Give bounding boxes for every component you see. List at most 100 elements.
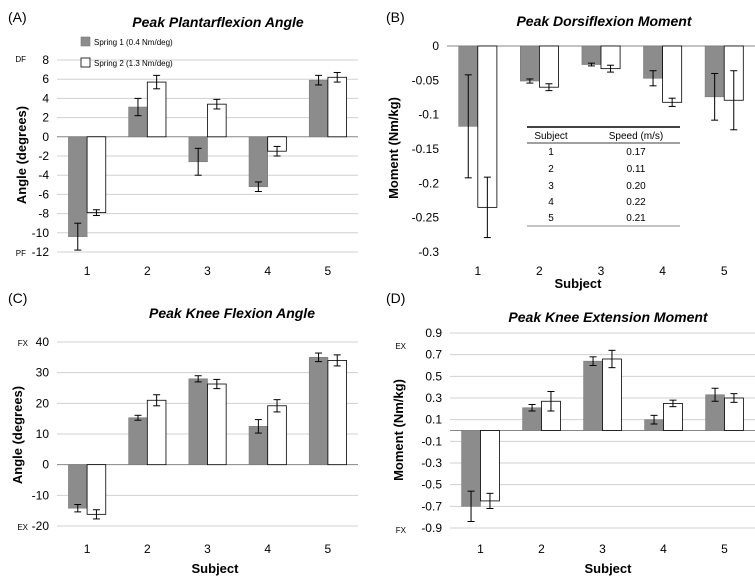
table-cell-speed: 0.17 [626, 147, 646, 158]
panel-a-bar-s1-subject-5 [308, 79, 329, 138]
panel-c-y-axis-label: Angle (degrees) [10, 386, 25, 484]
panel-c-bar-s2-subject-1 [86, 464, 107, 515]
panel-b-x-tick-label: 4 [659, 264, 666, 278]
table-cell-subject: 3 [548, 181, 554, 192]
panel-d-bar-s2-subject-3 [602, 358, 622, 431]
speed-table: Subject Speed (m/s) 1 0.17 2 0.11 3 0.20… [527, 126, 680, 227]
panel-d-y-tick-label: 0.9 [425, 326, 442, 340]
panel-a-bar-s1-subject-1 [68, 136, 88, 237]
panel-a-y-tick-label: 6 [42, 72, 49, 86]
panel-d-ex-label: EX [395, 342, 406, 351]
panel-b-y-tick-label: -0.05 [412, 73, 440, 87]
panel-c-x-tick-label: 2 [144, 542, 151, 556]
panel-b-y-tick-label: -0.2 [418, 176, 439, 190]
panel-b: (B) Peak Dorsiflexion Moment Moment (Nm/… [386, 9, 755, 291]
panel-b-bar-s1-subject-3 [581, 45, 602, 65]
panel-d-y-tick-label: -0.9 [421, 521, 442, 535]
panel-d: (D) Peak Knee Extension Moment Moment (N… [386, 290, 755, 576]
panel-b-title: Peak Dorsiflexion Moment [516, 13, 692, 29]
panel-c-y-tick-label: 40 [36, 335, 50, 349]
panel-c-title: Peak Knee Flexion Angle [149, 305, 315, 321]
panel-a-legend: Spring 1 (0.4 Nm/deg) Spring 2 (1.3 Nm/d… [80, 36, 173, 68]
legend-label-spring-2: Spring 2 (1.3 Nm/deg) [94, 59, 173, 68]
panel-a-y-tick-label: -12 [32, 245, 50, 259]
panel-d-y-tick-label: 0.3 [425, 391, 442, 405]
panel-a-x-tick-label: 2 [144, 264, 151, 278]
panel-b-y-tick-label: -0.25 [412, 211, 440, 225]
panel-b-x-axis-label: Subject [555, 276, 603, 291]
panel-c-bar-s1-subject-3 [188, 378, 208, 465]
panel-a-y-tick-label: 4 [42, 91, 49, 105]
table-cell-speed: 0.21 [626, 213, 646, 224]
panel-d-bar-s2-subject-5 [724, 397, 744, 431]
table-cell-subject: 1 [548, 147, 554, 158]
panel-a-letter: (A) [8, 9, 27, 25]
panel-b-x-tick-label: 1 [474, 264, 481, 278]
panel-d-title: Peak Knee Extension Moment [508, 309, 709, 325]
panel-c-plot: 40 30 20 10 0 -10 -20 1 2 3 4 5 [32, 335, 358, 556]
panel-c-y-tick-label: 30 [36, 366, 50, 380]
panel-a-y-tick-label: 0 [42, 130, 49, 144]
panel-b-plot: 0 -0.05 -0.1 -0.15 -0.2 -0.25 -0.3 1 2 3 4 5 [412, 39, 755, 278]
table-row: 4 0.22 [548, 197, 646, 208]
panel-b-y-axis-label: Moment (Nm/kg) [386, 97, 401, 199]
panel-c-y-tick-label: 10 [36, 427, 50, 441]
panel-c: (C) Peak Knee Flexion Angle Angle (degre… [8, 290, 358, 576]
panel-a-pf-label: PF [16, 249, 26, 258]
panel-d-y-tick-label: -0.5 [421, 478, 442, 492]
panel-a-bar-s2-subject-5 [327, 76, 347, 138]
panel-c-bar-s2-subject-2 [146, 399, 167, 466]
panel-c-fx-label: FX [18, 339, 29, 348]
legend-label-spring-1: Spring 1 (0.4 Nm/deg) [94, 38, 173, 47]
panel-d-y-tick-label: 0.1 [425, 413, 442, 427]
panel-b-x-tick-label: 5 [721, 264, 728, 278]
table-cell-subject: 4 [548, 197, 554, 208]
panel-b-y-tick-label: 0 [432, 39, 439, 53]
table-row: 1 0.17 [548, 147, 646, 158]
panel-a-y-tick-label: 2 [42, 111, 49, 125]
table-row: 2 0.11 [548, 164, 646, 175]
panel-c-x-axis-label: Subject [192, 561, 240, 576]
panel-a-bar-s2-subject-2 [146, 81, 167, 138]
table-row: 5 0.21 [548, 213, 646, 224]
panel-a-y-tick-label: 8 [42, 53, 49, 67]
panel-d-x-tick-label: 3 [599, 542, 606, 556]
panel-a-bar-s2-subject-1 [86, 136, 107, 214]
panel-a-plot: 8 6 4 2 0 -2 -4 -6 -8 -10 -12 1 2 3 4 5 [32, 53, 358, 278]
panel-d-bar-s2-subject-1 [480, 430, 500, 502]
table-cell-speed: 0.22 [626, 197, 646, 208]
panel-a: (A) Peak Plantarflexion Angle Angle (deg… [8, 9, 358, 278]
panel-c-bar-s1-subject-2 [128, 417, 148, 465]
panel-b-bar-s2-subject-4 [662, 45, 683, 103]
panel-a-x-tick-label: 4 [264, 264, 271, 278]
panel-a-y-tick-label: -10 [32, 226, 50, 240]
panel-b-letter: (B) [386, 9, 405, 25]
panel-a-y-tick-label: -4 [38, 168, 49, 182]
panel-d-fx-label: FX [396, 526, 407, 535]
panel-d-y-tick-label: -0.3 [421, 456, 442, 470]
panel-d-x-tick-label: 5 [721, 542, 728, 556]
panel-b-y-tick-label: -0.15 [412, 142, 440, 156]
panel-c-bar-s2-subject-3 [207, 383, 227, 466]
panel-b-bar-s2-subject-2 [539, 45, 559, 88]
panel-a-x-tick-label: 3 [204, 264, 211, 278]
table-header-subject: Subject [534, 131, 568, 142]
panel-a-y-tick-label: -8 [38, 207, 49, 221]
panel-c-letter: (C) [8, 290, 27, 306]
panel-b-x-tick-label: 2 [536, 264, 543, 278]
panel-c-ex-label: EX [17, 523, 28, 532]
panel-a-y-tick-label: -6 [38, 187, 49, 201]
panel-a-x-tick-label: 1 [84, 264, 91, 278]
panel-b-x-tick-label: 3 [598, 264, 605, 278]
legend-swatch-spring-1 [80, 36, 91, 47]
panel-d-x-axis-label: Subject [585, 561, 633, 576]
panel-a-title: Peak Plantarflexion Angle [132, 14, 304, 30]
panel-d-x-tick-label: 2 [538, 542, 545, 556]
panel-c-y-tick-label: 0 [42, 458, 49, 472]
panel-d-x-tick-label: 4 [660, 542, 667, 556]
panel-d-bar-s1-subject-3 [583, 360, 603, 431]
panel-c-y-tick-label: 20 [36, 396, 50, 410]
table-header-speed: Speed (m/s) [609, 131, 663, 142]
panel-b-bar-s1-subject-2 [520, 45, 540, 82]
